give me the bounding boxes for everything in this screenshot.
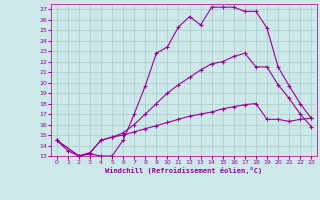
- X-axis label: Windchill (Refroidissement éolien,°C): Windchill (Refroidissement éolien,°C): [105, 167, 263, 174]
